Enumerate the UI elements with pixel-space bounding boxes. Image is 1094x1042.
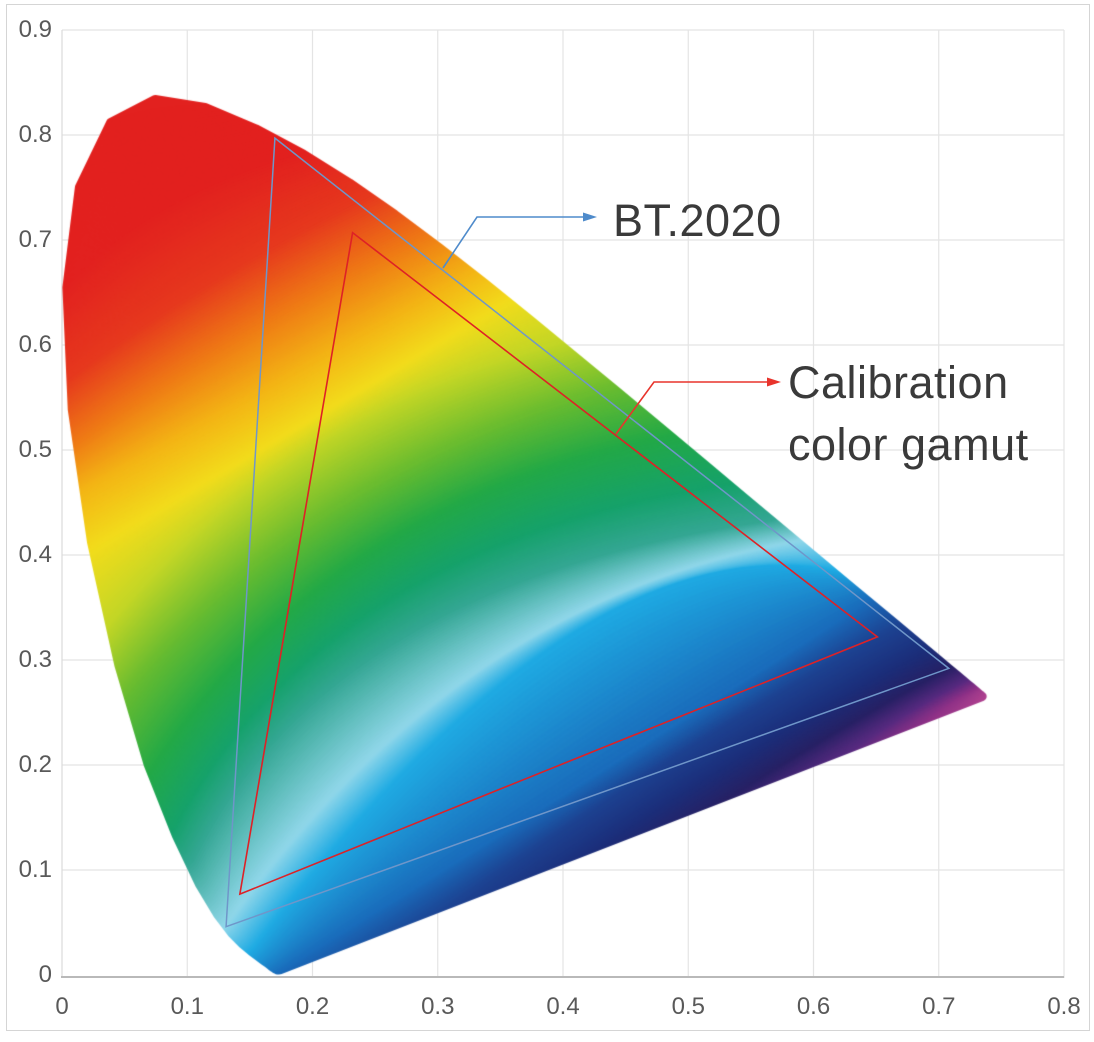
calibration-leader-line bbox=[615, 381, 768, 435]
bt2020-triangle bbox=[225, 136, 951, 928]
bt2020-leader-line bbox=[442, 216, 584, 269]
calibration-gamut-label: Calibration color gamut bbox=[788, 352, 1029, 476]
bt2020-label: BT.2020 bbox=[613, 190, 782, 252]
calibration-triangle bbox=[238, 231, 879, 896]
calibration-arrowhead-icon bbox=[767, 377, 781, 387]
bt2020-label-text: BT.2020 bbox=[613, 195, 782, 246]
bt2020-arrowhead-icon bbox=[583, 212, 597, 222]
calibration-label-line1: Calibration bbox=[788, 357, 1009, 408]
calibration-label-line2: color gamut bbox=[788, 419, 1029, 470]
